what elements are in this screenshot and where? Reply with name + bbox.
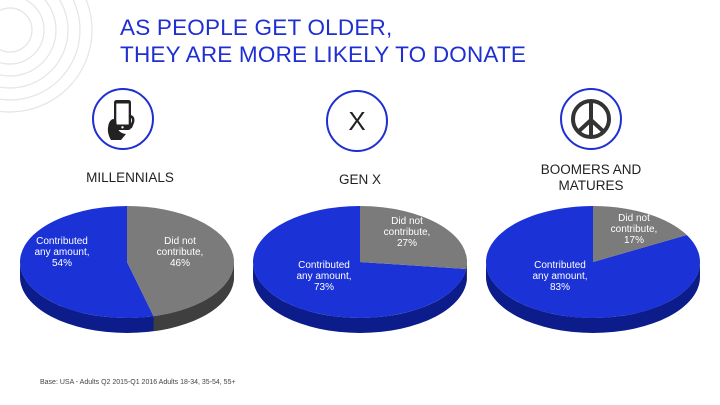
group-label-gen-x: GEN X	[338, 172, 381, 187]
data-label-contributed: Contributed any amount, 54%	[34, 236, 89, 269]
pie-side-contributed	[486, 262, 700, 333]
data-label-contributed: Contributed any amount, 83%	[532, 260, 587, 293]
pie-chart-1: Contributed any amount, 73% Did not contribu…	[252, 206, 467, 333]
data-label-not-contributed: Did not contribute, 27%	[384, 216, 431, 249]
group-label-boomers-matures: BOOMERS AND MATURES	[540, 162, 642, 193]
peace-sign-icon	[560, 88, 622, 150]
pie-slice-not-contributed	[127, 206, 234, 317]
smartphone-hand-icon	[92, 88, 154, 150]
data-label-contributed: Contributed any amount, 73%	[296, 260, 351, 293]
pie-side-not-contributed	[153, 262, 234, 332]
page-title-line-2: THEY ARE MORE LIKELY TO DONATE	[120, 42, 527, 67]
pie-slice-not-contributed	[360, 206, 467, 270]
data-label-not-contributed: Did not contribute, 17%	[611, 213, 658, 246]
page-title: AS PEOPLE GET OLDER, THEY ARE MORE LIKEL…	[120, 14, 526, 68]
footnote: Base: USA - Adults Q2 2015-Q1 2016 Adult…	[40, 379, 236, 386]
svg-text:X: X	[348, 106, 365, 136]
group-label-millennials: MILLENNIALS	[86, 170, 174, 185]
pie-slice-contributed	[252, 206, 467, 319]
pie-slice-contributed	[486, 206, 701, 319]
pie-chart-0: Contributed any amount, 54% Did not contribu…	[19, 206, 234, 333]
pie-slice-not-contributed	[593, 206, 687, 262]
data-label-not-contributed: Did not contribute, 46%	[157, 236, 204, 269]
pie-side-contributed	[253, 262, 467, 333]
decorative-circles	[0, 0, 93, 113]
x-letter-icon: X	[326, 90, 388, 152]
page-title-line-1: AS PEOPLE GET OLDER,	[120, 15, 393, 40]
pie-slice-contributed	[19, 206, 154, 318]
pie-side-not-contributed	[466, 262, 467, 285]
pie-chart-2: Contributed any amount, 83% Did not contribu…	[486, 206, 701, 333]
